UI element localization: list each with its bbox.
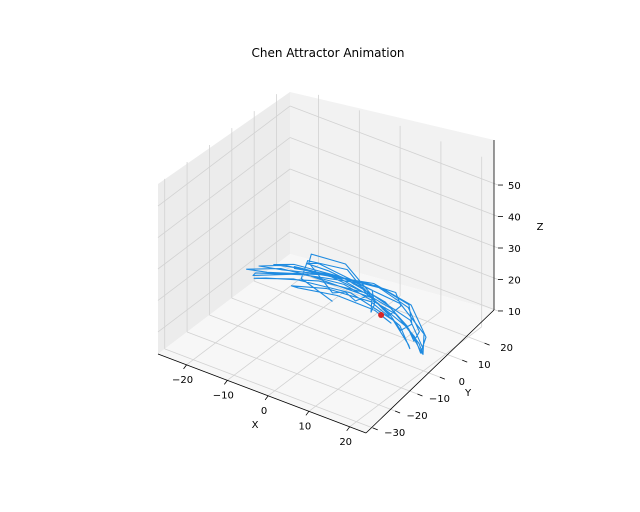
pane-back bbox=[290, 92, 494, 310]
x-tick bbox=[224, 380, 228, 385]
grid-x-floor bbox=[227, 280, 360, 381]
z-axis-label: Z bbox=[537, 222, 544, 233]
x-tick bbox=[305, 411, 310, 416]
x-tick bbox=[346, 426, 351, 432]
y-tick-label: 0 bbox=[459, 377, 465, 388]
trajectory-series bbox=[246, 253, 427, 356]
grid-y-floor bbox=[209, 314, 418, 395]
grid-z-back bbox=[289, 105, 499, 186]
x-axis-label: X bbox=[252, 420, 259, 431]
y-tick-label: −10 bbox=[429, 394, 450, 405]
current-point-marker bbox=[378, 312, 385, 319]
grid-z-back bbox=[289, 137, 499, 217]
y-axis-line bbox=[365, 309, 495, 434]
y-tick bbox=[484, 342, 490, 346]
grid-y-floor bbox=[231, 297, 440, 378]
grid-z-left bbox=[157, 137, 291, 238]
grid-z-left bbox=[157, 231, 291, 333]
z-tick-label: 50 bbox=[508, 181, 521, 192]
grid-y-floor bbox=[186, 331, 396, 412]
grid-y-floor bbox=[254, 280, 463, 361]
y-tick-label: −30 bbox=[384, 428, 405, 439]
grid-z-back bbox=[289, 168, 499, 249]
x-tick-label: −10 bbox=[213, 390, 234, 401]
y-tick-label: 10 bbox=[478, 360, 491, 371]
trajectory-line bbox=[246, 253, 427, 356]
z-tick-label: 20 bbox=[508, 275, 521, 286]
y-tick-label: 20 bbox=[500, 343, 513, 354]
z-tick-label: 30 bbox=[508, 244, 521, 255]
x-tick bbox=[264, 395, 269, 401]
y-tick-label: −20 bbox=[407, 411, 428, 422]
x-tick-label: 10 bbox=[299, 421, 312, 432]
grid-z-back bbox=[289, 200, 499, 280]
grid-y-floor bbox=[276, 263, 485, 344]
axis-panes bbox=[158, 92, 494, 433]
pane-left bbox=[158, 92, 290, 354]
pane-floor bbox=[158, 254, 494, 433]
y-tick bbox=[372, 427, 378, 431]
x-tick-label: 20 bbox=[339, 437, 352, 448]
z-tick-label: 10 bbox=[508, 307, 521, 318]
z-tick-label: 40 bbox=[508, 213, 521, 224]
axis-labels: Chen Attractor Animation X Y Z bbox=[251, 46, 543, 431]
x-tick bbox=[183, 364, 187, 370]
y-axis-label: Y bbox=[464, 388, 472, 399]
y-tick bbox=[394, 410, 401, 414]
grid-y-floor bbox=[164, 348, 373, 429]
grid-z-left bbox=[157, 168, 291, 270]
grid-z-left bbox=[157, 105, 291, 207]
x-tick-label: −20 bbox=[172, 375, 193, 386]
grid-x-floor bbox=[186, 264, 319, 366]
grid-z-left bbox=[157, 200, 291, 301]
x-tick-label: 0 bbox=[261, 406, 267, 417]
chart-title: Chen Attractor Animation bbox=[251, 46, 404, 60]
y-tick bbox=[417, 393, 423, 397]
grid-z-back bbox=[289, 231, 499, 312]
x-axis-line bbox=[157, 353, 367, 434]
y-tick bbox=[439, 376, 445, 380]
y-tick bbox=[462, 359, 468, 363]
grid-lines bbox=[157, 94, 499, 429]
axis-lines bbox=[157, 140, 495, 434]
